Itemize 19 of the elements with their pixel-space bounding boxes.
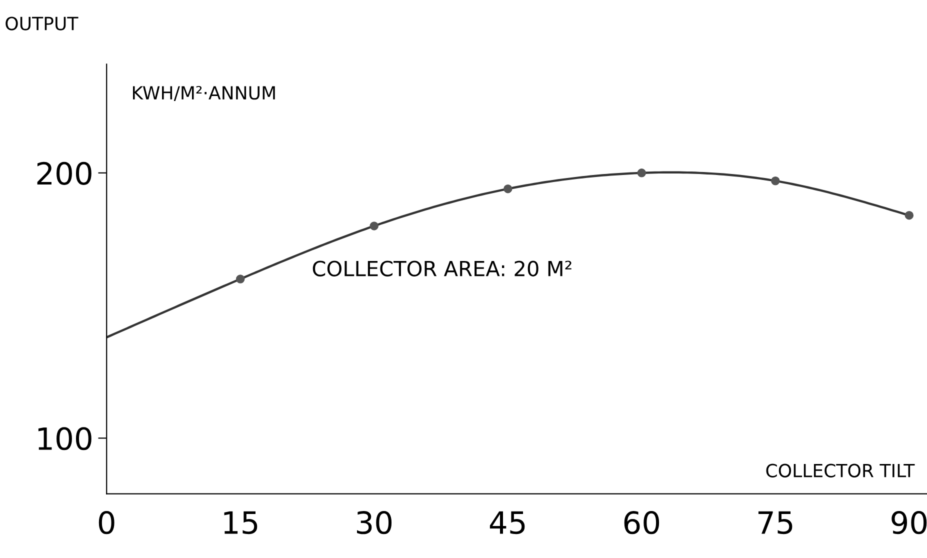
y-tick-label: 200 [37, 162, 92, 185]
x-tick-label: 0 [98, 511, 114, 534]
point [504, 184, 512, 194]
x-tick-label: 30 [357, 511, 392, 534]
y-tick-label: 100 [38, 427, 92, 450]
annotation: KWH/M²·ANNUM [132, 86, 275, 102]
x-tick-label: 75 [758, 511, 792, 534]
x-tick-label: 45 [490, 511, 525, 534]
annotation: COLLECTOR AREA: 20 M² [312, 260, 572, 276]
point [370, 222, 378, 230]
y-axis-title: OUTPUT [6, 16, 78, 30]
x-axis-title: COLLECTOR TILT [766, 464, 915, 478]
point [236, 274, 245, 284]
point [637, 168, 646, 178]
point [904, 210, 914, 220]
x-tick-label: 60 [624, 511, 660, 534]
x-tick-label: 90 [892, 511, 927, 534]
x-tick-label: 15 [224, 511, 258, 534]
point [771, 176, 780, 186]
